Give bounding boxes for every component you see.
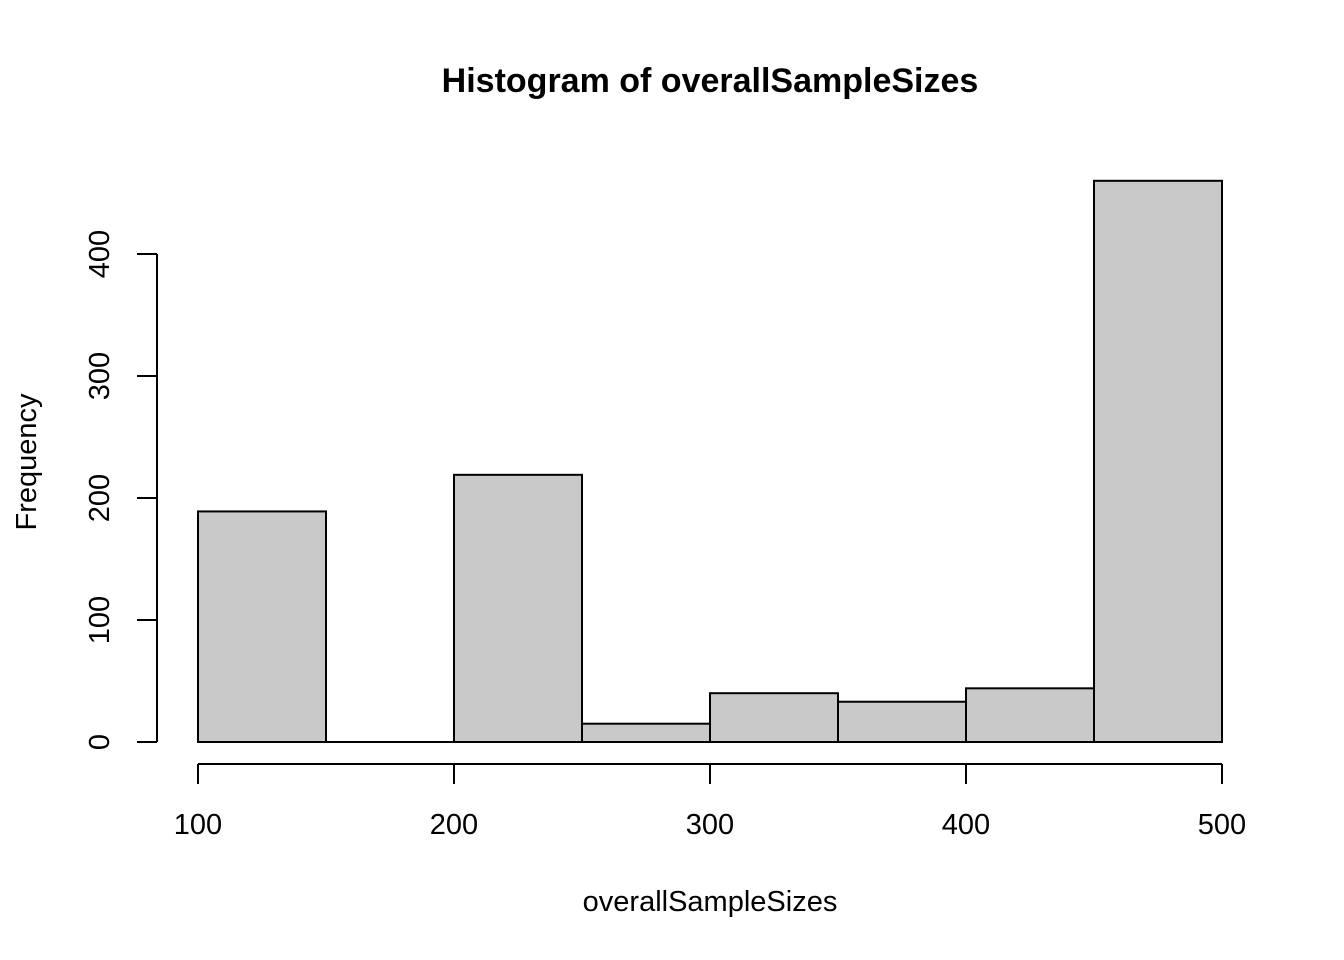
y-axis: 0 100 200 300 400 <box>84 230 158 750</box>
bars-group <box>197 179 1223 744</box>
x-axis: 100 200 300 400 500 <box>174 763 1246 841</box>
histogram-bar <box>709 692 839 744</box>
y-tick-label: 100 <box>84 596 116 644</box>
x-tick-label: 400 <box>942 809 990 841</box>
x-tick-label: 200 <box>430 809 478 841</box>
histogram-bar <box>453 473 583 743</box>
y-tick-label: 0 <box>84 734 116 750</box>
histogram-bar <box>837 700 967 743</box>
histogram-bar <box>965 687 1095 744</box>
y-axis-label: Frequency <box>11 393 43 531</box>
chart-title: Histogram of overallSampleSizes <box>442 62 979 100</box>
histogram-bar <box>1093 179 1223 744</box>
x-axis-label: overallSampleSizes <box>583 886 838 918</box>
y-tick-label: 300 <box>84 352 116 400</box>
x-tick-label: 100 <box>174 809 222 841</box>
histogram-bar <box>197 510 327 744</box>
x-tick-label: 300 <box>686 809 734 841</box>
y-tick-label: 400 <box>84 230 116 278</box>
x-tick-label: 500 <box>1198 809 1246 841</box>
histogram-bar <box>581 722 711 744</box>
y-tick-label: 200 <box>84 474 116 522</box>
